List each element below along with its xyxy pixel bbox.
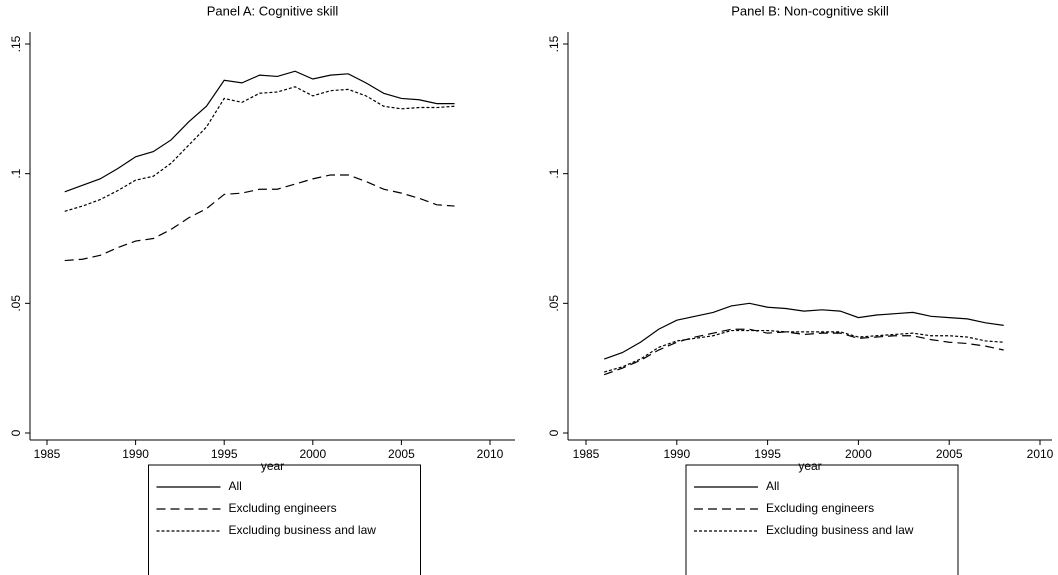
legend-label: All bbox=[229, 479, 242, 493]
series-line bbox=[603, 329, 1004, 373]
y-tick-label: 0 bbox=[547, 429, 561, 436]
series-line bbox=[603, 302, 1004, 360]
x-tick-label: 2000 bbox=[845, 447, 872, 461]
legend-label: Excluding business and law bbox=[766, 523, 914, 537]
x-tick-label: 2005 bbox=[388, 447, 415, 461]
x-axis-label: year bbox=[261, 459, 284, 473]
series-line bbox=[64, 70, 455, 193]
x-tick-label: 2005 bbox=[936, 447, 963, 461]
x-tick-label: 2000 bbox=[299, 447, 326, 461]
x-axis-label: year bbox=[798, 459, 821, 473]
y-tick-label: 0 bbox=[9, 429, 23, 436]
legend-label: Excluding engineers bbox=[229, 501, 337, 515]
y-tick-label: .05 bbox=[547, 295, 561, 312]
y-tick-label: .15 bbox=[547, 35, 561, 52]
legend-label: Excluding business and law bbox=[229, 523, 377, 537]
x-tick-label: 1990 bbox=[663, 447, 690, 461]
x-tick-label: 2010 bbox=[477, 447, 504, 461]
y-tick-label: .15 bbox=[9, 35, 23, 52]
legend-box bbox=[685, 464, 959, 575]
x-tick-label: 1985 bbox=[573, 447, 600, 461]
chart-title: Panel B: Non-cognitive skill bbox=[731, 3, 889, 18]
y-tick-label: .05 bbox=[9, 295, 23, 312]
x-tick-label: 1985 bbox=[34, 447, 61, 461]
chart-title: Panel A: Cognitive skill bbox=[207, 3, 339, 18]
series-line bbox=[64, 174, 455, 262]
x-tick-label: 1995 bbox=[754, 447, 781, 461]
y-tick-label: .1 bbox=[547, 168, 561, 178]
x-tick-label: 1990 bbox=[122, 447, 149, 461]
y-tick-label: .1 bbox=[9, 168, 23, 178]
legend-label: Excluding engineers bbox=[766, 501, 874, 515]
x-tick-label: 2010 bbox=[1027, 447, 1054, 461]
legend-label: All bbox=[766, 479, 779, 493]
x-tick-label: 1995 bbox=[211, 447, 238, 461]
series-line bbox=[64, 86, 455, 212]
legend-box bbox=[148, 464, 421, 575]
series-line bbox=[603, 328, 1004, 376]
